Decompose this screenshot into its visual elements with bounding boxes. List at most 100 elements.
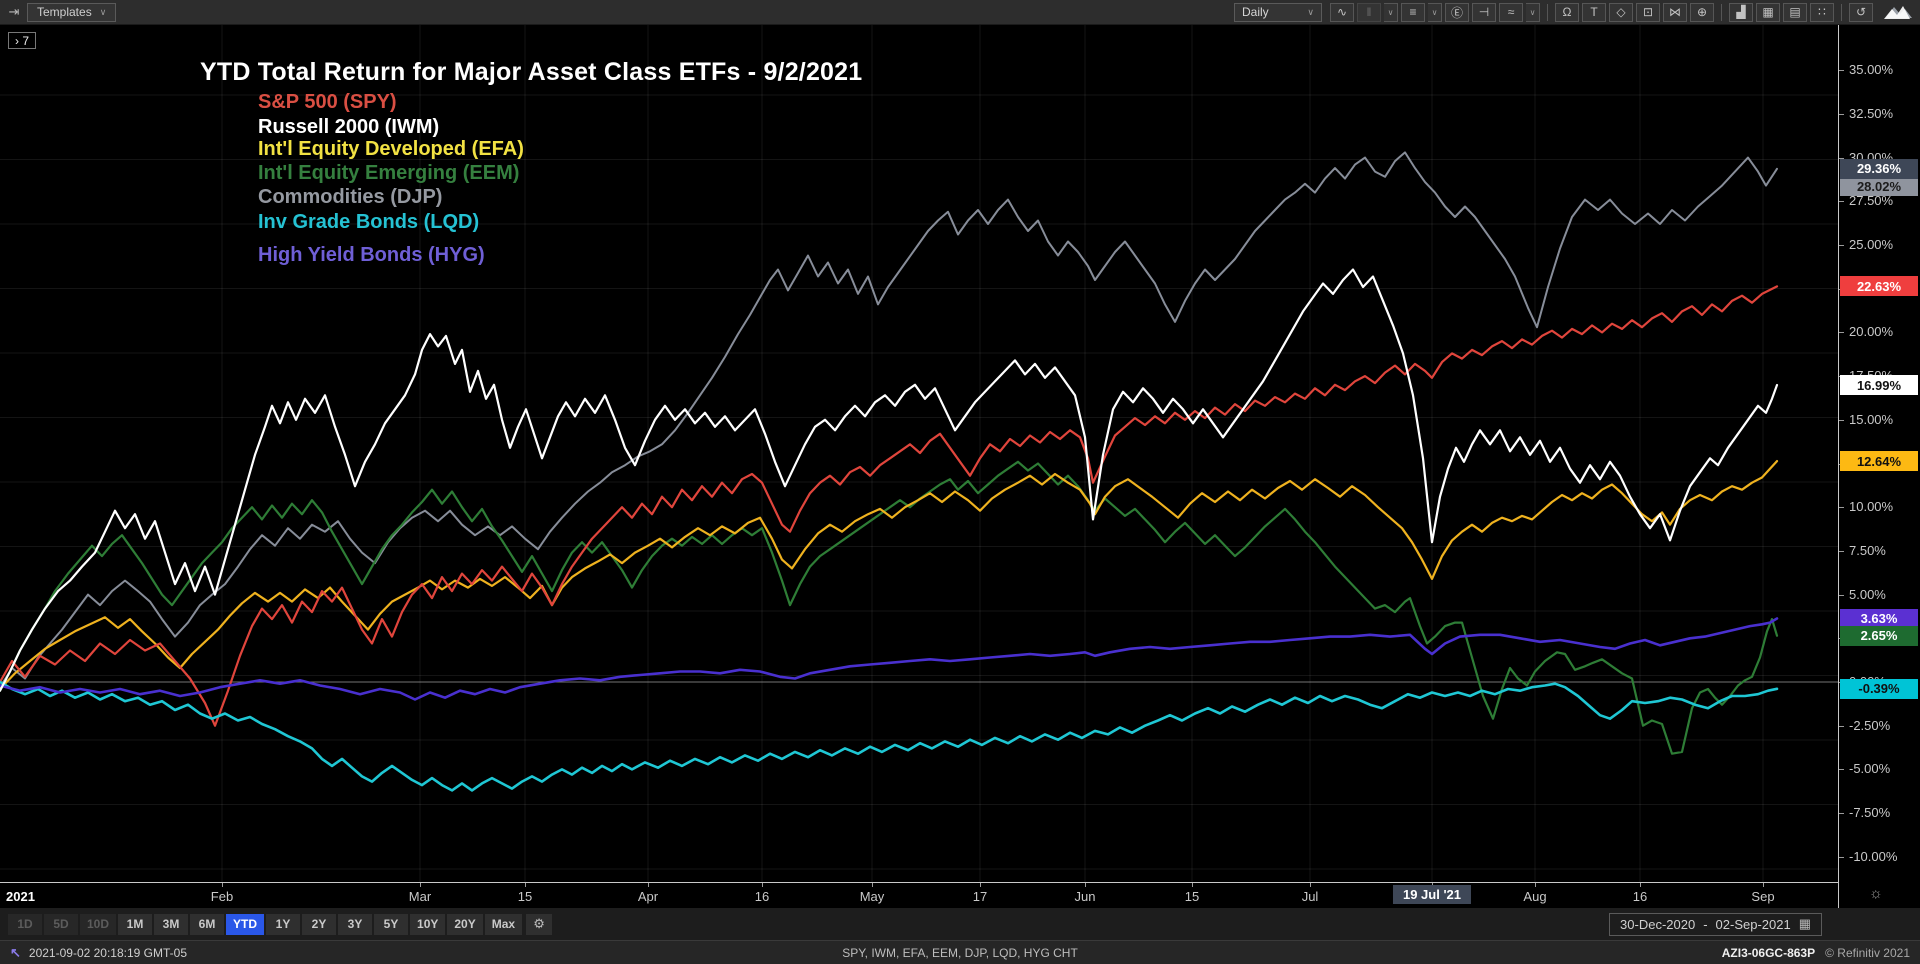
toolbar-separator	[1841, 3, 1842, 21]
range-button-ytd[interactable]: YTD	[226, 913, 265, 935]
y-tick-mark	[1839, 594, 1844, 596]
terminal-id: AZI3-06GC-863P	[1721, 945, 1816, 960]
range-button-2y[interactable]: 2Y	[302, 913, 337, 935]
x-tick-label: May	[859, 889, 885, 904]
bar-style-icon-chevron[interactable]: ∨	[1384, 2, 1398, 22]
report-icon[interactable]: ▤	[1783, 2, 1807, 22]
x-tick-mark	[872, 883, 873, 887]
x-tick-label: 15	[517, 889, 533, 904]
price-badge-2802: 28.02%	[1840, 176, 1918, 197]
indicators-icon-chevron[interactable]: ∨	[1526, 2, 1540, 22]
indicators-icon[interactable]: ≈	[1499, 2, 1523, 22]
toolbar-right: Daily ∨ ∿ ‖ ∨ ≡ ∨ Ⓔ ⊣ ≈ ∨ Ω T ◇ ⊡ ⋈ ⊕ ▟ ▦ ▤ ∷ ↺	[1234, 2, 1916, 22]
transform-box-icon[interactable]: ⊡	[1636, 2, 1660, 22]
range-button-20y[interactable]: 20Y	[447, 913, 483, 935]
range-button-5y[interactable]: 5Y	[374, 913, 409, 935]
freehand-shape-icon[interactable]: ⋈	[1663, 2, 1687, 22]
layers-badge[interactable]: › 7	[8, 32, 37, 49]
y-tick-mark	[1839, 419, 1844, 421]
range-button-5d[interactable]: 5D	[44, 913, 78, 935]
price-badge-1264: 12.64%	[1840, 451, 1918, 472]
x-tick-label: Mar	[408, 889, 432, 904]
series-line-iwm	[0, 268, 1779, 692]
templates-button[interactable]: Templates ∨	[27, 2, 117, 22]
x-tick-mark	[222, 883, 223, 887]
y-tick-mark	[1839, 201, 1844, 203]
x-tick-mark	[1192, 883, 1193, 887]
y-tick-label: -10.00%	[1849, 848, 1898, 864]
price-badge-265: 2.65%	[1840, 625, 1918, 646]
events-icon[interactable]: Ⓔ	[1445, 2, 1469, 22]
text-annotation-icon[interactable]: T	[1582, 2, 1606, 22]
range-button-3y[interactable]: 3Y	[338, 913, 373, 935]
range-button-3m[interactable]: 3M	[154, 913, 189, 935]
chart-plot[interactable]	[0, 25, 1838, 882]
x-tick-mark	[980, 883, 981, 887]
x-tick-label: 2021	[6, 889, 35, 904]
legend-item-4[interactable]: Commodities (DJP)	[258, 186, 443, 208]
bar-chart-icon[interactable]: ▟	[1729, 2, 1753, 22]
legend-item-0[interactable]: S&P 500 (SPY)	[258, 91, 397, 113]
undo-icon[interactable]: ↺	[1849, 2, 1873, 22]
scatter-icon[interactable]: ∷	[1810, 2, 1834, 22]
zoom-in-icon[interactable]: ⊕	[1690, 2, 1714, 22]
range-button-1m[interactable]: 1M	[118, 913, 153, 935]
y-tick-label: 35.00%	[1849, 62, 1894, 78]
price-badge-1699: 16.99%	[1840, 375, 1918, 395]
legend-item-1[interactable]: Russell 2000 (IWM)	[258, 116, 440, 138]
legend-item-5[interactable]: Inv Grade Bonds (LQD)	[258, 211, 480, 233]
price-badge-363: 3.63%	[1840, 608, 1918, 629]
layers-list-icon-chevron[interactable]: ∨	[1428, 2, 1442, 22]
y-tick-label: 7.50%	[1849, 542, 1886, 558]
x-tick-label: Feb	[210, 889, 234, 904]
status-instruments: SPY, IWM, EFA, EEM, DJP, LQD, HYG CHT	[842, 945, 1078, 960]
legend-item-2[interactable]: Int'l Equity Developed (EFA)	[258, 138, 524, 160]
status-bar: ↖ 2021-09-02 20:18:19 GMT-05 SPY, IWM, E…	[0, 940, 1920, 964]
y-tick-label: 15.00%	[1849, 411, 1894, 427]
series-line-spy	[0, 285, 1779, 727]
range-button-1d[interactable]: 1D	[8, 913, 42, 935]
chevron-down-icon: ∨	[1307, 6, 1314, 17]
x-tick-label: 17	[972, 889, 988, 904]
collapse-panel-icon[interactable]: ⇥	[8, 4, 20, 19]
legend-item-3[interactable]: Int'l Equity Emerging (EEM)	[258, 162, 520, 184]
status-timestamp: 2021-09-02 20:18:19 GMT-05	[28, 945, 188, 960]
layers-list-icon[interactable]: ≡	[1401, 2, 1425, 22]
y-tick-mark	[1839, 550, 1844, 552]
x-axis-highlighted-date: 19 Jul '21	[1392, 885, 1472, 904]
status-left: ↖ 2021-09-02 20:18:19 GMT-05	[10, 945, 187, 961]
y-tick-mark	[1839, 157, 1844, 159]
axis-settings-icon[interactable]: ☼	[1869, 885, 1883, 902]
series-line-eem	[0, 460, 1779, 755]
bar-style-icon[interactable]: ‖	[1357, 2, 1381, 22]
magnet-icon[interactable]: Ω	[1555, 2, 1579, 22]
y-tick-label: 32.50%	[1849, 105, 1894, 121]
toolbar-separator	[1547, 3, 1548, 21]
range-button-6m[interactable]: 6M	[190, 913, 225, 935]
x-tick-label: Aug	[1523, 889, 1547, 904]
date-range-picker[interactable]: 30-Dec-2020 - 02-Sep-2021 ▦	[1609, 912, 1822, 936]
range-button-10y[interactable]: 10Y	[410, 913, 446, 935]
status-right: AZI3-06GC-863P © Refinitiv 2021	[1722, 946, 1910, 960]
x-tick-mark	[1085, 883, 1086, 887]
range-button-max[interactable]: Max	[484, 913, 523, 935]
axis-scale-icon[interactable]: ⊣	[1472, 2, 1496, 22]
interval-value: Daily	[1242, 5, 1269, 19]
y-tick-label: 5.00%	[1849, 586, 1886, 602]
date-range-separator: -	[1703, 916, 1708, 932]
y-tick-mark	[1839, 813, 1844, 815]
data-table-icon[interactable]: ▦	[1756, 2, 1780, 22]
y-tick-label: -5.00%	[1849, 761, 1891, 777]
price-badge-2263: 22.63%	[1840, 276, 1918, 297]
link-arrow-icon[interactable]: ↖	[10, 944, 21, 960]
price-badge-2936: 29.36%	[1840, 158, 1918, 179]
polygon-draw-icon[interactable]: ◇	[1609, 2, 1633, 22]
y-tick-label: 27.50%	[1849, 193, 1894, 209]
line-style-icon[interactable]: ∿	[1330, 2, 1354, 22]
range-settings-icon[interactable]: ⚙	[526, 913, 553, 935]
range-button-1y[interactable]: 1Y	[266, 913, 301, 935]
legend-item-6[interactable]: High Yield Bonds (HYG)	[258, 244, 485, 266]
y-axis-line	[1838, 25, 1839, 908]
interval-select[interactable]: Daily ∨	[1234, 2, 1322, 22]
range-button-10d[interactable]: 10D	[80, 913, 117, 935]
